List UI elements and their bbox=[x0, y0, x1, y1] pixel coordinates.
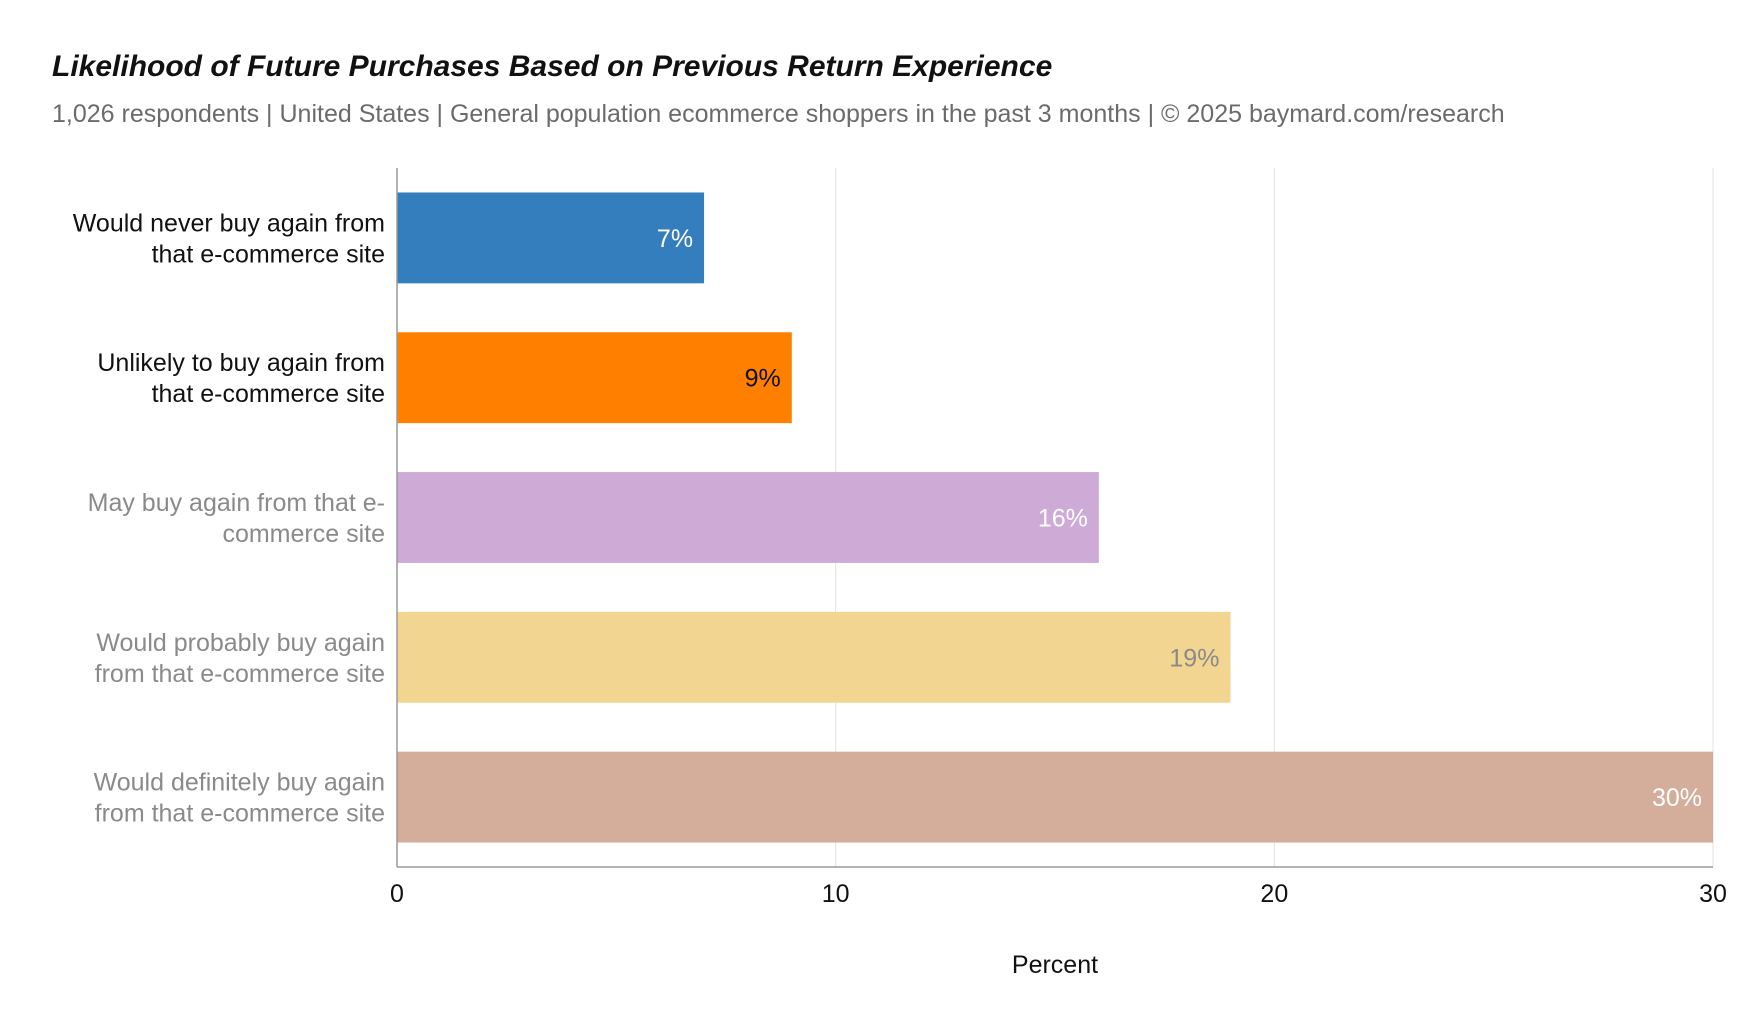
x-tick-label-0: 0 bbox=[390, 880, 404, 908]
category-label-1-1: that e-commerce site bbox=[152, 380, 385, 408]
category-label-2-1: commerce site bbox=[222, 520, 385, 548]
x-axis-title: Percent bbox=[1012, 951, 1098, 979]
x-tick-label-3: 30 bbox=[1699, 880, 1727, 908]
bar-2 bbox=[397, 472, 1099, 563]
category-label-4-0: Would definitely buy again bbox=[94, 769, 385, 797]
bar-1 bbox=[397, 332, 792, 424]
chart-subtitle: 1,026 respondents | United States | Gene… bbox=[52, 100, 1505, 128]
category-label-0-1: that e-commerce site bbox=[152, 240, 385, 268]
x-tick-label-2: 20 bbox=[1260, 880, 1288, 908]
category-label-2-0: May buy again from that e- bbox=[88, 489, 385, 517]
x-tick-label-1: 10 bbox=[822, 880, 850, 908]
bar-0 bbox=[397, 192, 705, 284]
category-label-0-0: Would never buy again from bbox=[73, 209, 385, 237]
bar-4 bbox=[397, 751, 1713, 843]
category-label-3-1: from that e-commerce site bbox=[95, 660, 385, 688]
category-label-1-0: Unlikely to buy again from bbox=[97, 349, 385, 377]
category-label-3-0: Would probably buy again bbox=[96, 629, 385, 657]
category-label-4-1: from that e-commerce site bbox=[95, 800, 385, 828]
bar-value-label-1: 9% bbox=[745, 365, 781, 393]
bar-value-label-0: 7% bbox=[657, 225, 693, 253]
bar-value-label-4: 30% bbox=[1652, 784, 1702, 812]
bar-value-label-3: 19% bbox=[1169, 644, 1219, 672]
chart-title: Likelihood of Future Purchases Based on … bbox=[52, 50, 1053, 83]
bar-value-label-2: 16% bbox=[1038, 505, 1088, 533]
bar-3 bbox=[397, 611, 1231, 703]
